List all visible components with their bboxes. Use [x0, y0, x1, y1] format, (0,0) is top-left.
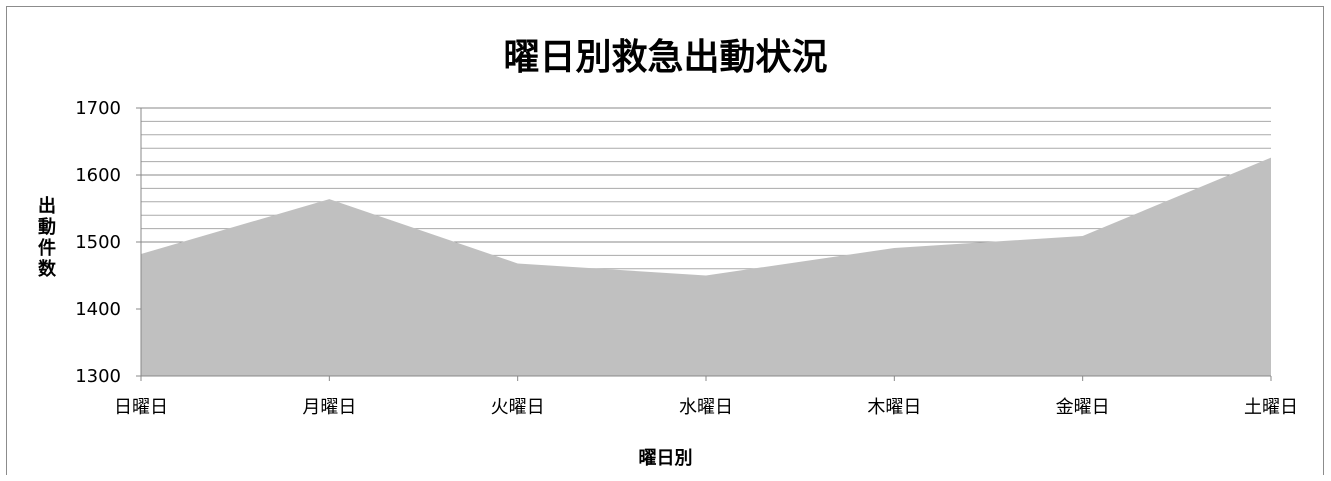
y-tick-label: 1700: [75, 98, 121, 119]
x-tick-label: 月曜日: [302, 397, 356, 418]
y-tick-label: 1500: [75, 232, 121, 253]
x-tick-label: 土曜日: [1244, 397, 1298, 418]
y-tick-label: 1300: [75, 366, 121, 387]
x-tick-label: 水曜日: [679, 397, 733, 418]
x-tick-label: 金曜日: [1056, 397, 1110, 418]
y-axis-label: 出動件数: [38, 196, 56, 280]
y-tick-label: 1600: [75, 165, 121, 186]
x-tick-label: 木曜日: [867, 397, 921, 418]
x-tick-label: 火曜日: [491, 397, 545, 418]
y-tick-label: 1400: [75, 299, 121, 320]
x-tick-label: 日曜日: [114, 397, 168, 418]
area-series: [141, 157, 1271, 376]
x-axis-label: 曜日別: [638, 448, 693, 469]
chart-title: 曜日別救急出動状況: [503, 37, 828, 78]
chart-frame: [6, 6, 1324, 475]
